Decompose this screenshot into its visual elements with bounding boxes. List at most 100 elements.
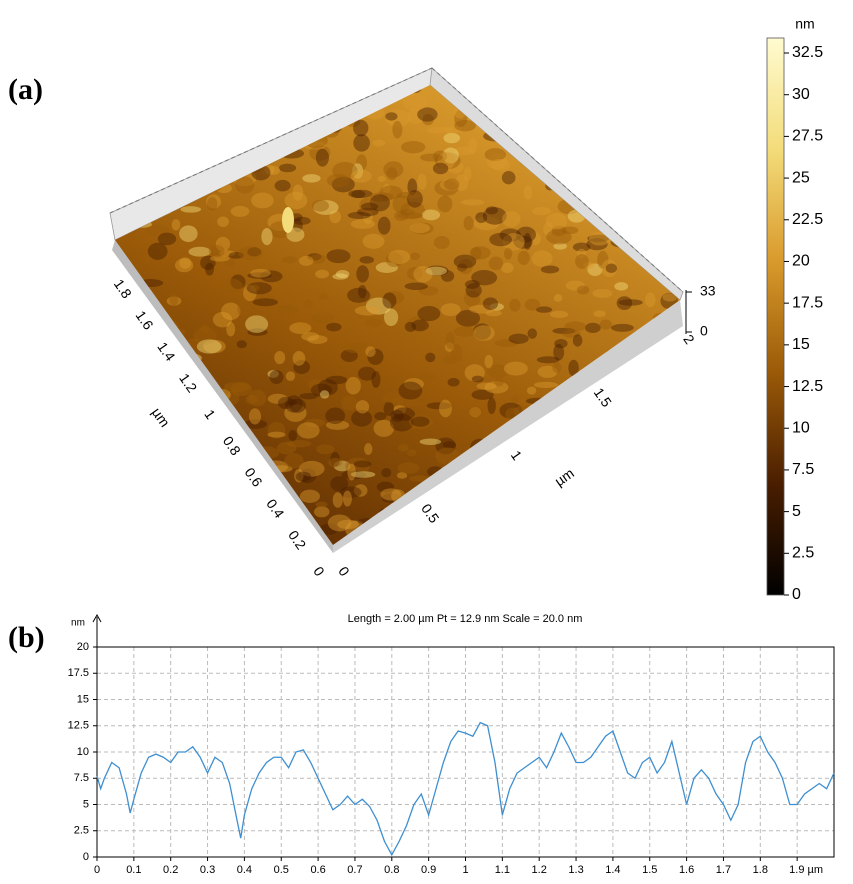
- grain: [206, 528, 231, 540]
- grain: [208, 244, 225, 258]
- grain: [482, 297, 499, 310]
- grain: [383, 308, 399, 327]
- y-tick-label: 5: [83, 798, 89, 810]
- grain: [463, 167, 472, 181]
- grain: [373, 419, 395, 437]
- grain: [133, 516, 158, 523]
- grain: [550, 146, 562, 163]
- grain: [388, 249, 411, 265]
- grain: [626, 232, 644, 245]
- grain: [553, 242, 567, 250]
- grain: [559, 90, 573, 99]
- grain: [473, 325, 495, 341]
- grain: [252, 298, 279, 307]
- grain: [383, 161, 404, 178]
- y-tick-label: 1.6: [133, 307, 157, 332]
- grain: [181, 459, 195, 468]
- x-tick-label: 1.2: [532, 864, 547, 876]
- grain: [365, 297, 392, 315]
- grain: [286, 439, 312, 448]
- grain: [263, 529, 288, 542]
- grain: [531, 103, 550, 117]
- x-tick-label: 1.4: [605, 864, 620, 876]
- colorbar-tick-label: 12.5: [792, 378, 823, 395]
- grain: [221, 302, 241, 321]
- grain: [141, 85, 153, 90]
- grain: [140, 451, 158, 465]
- grain: [618, 299, 643, 306]
- grain: [468, 137, 478, 154]
- grain: [326, 249, 351, 264]
- grain: [152, 125, 169, 142]
- grain: [669, 439, 680, 457]
- grain: [129, 472, 149, 487]
- grain: [243, 284, 257, 302]
- grain: [123, 111, 149, 130]
- grain: [422, 113, 434, 126]
- grain: [372, 526, 389, 537]
- grain: [422, 209, 441, 221]
- grain: [458, 259, 473, 275]
- grain: [310, 92, 332, 106]
- grain: [342, 490, 352, 507]
- grain: [381, 520, 400, 537]
- grain: [115, 321, 120, 329]
- x-tick-label: 1: [462, 864, 468, 876]
- grain: [480, 459, 492, 471]
- grain: [676, 161, 680, 175]
- z-tick-label: 33: [700, 283, 716, 299]
- grain: [509, 298, 521, 312]
- grain: [385, 109, 411, 127]
- grain: [663, 465, 674, 475]
- grain: [133, 483, 154, 498]
- grain: [609, 139, 630, 146]
- grain: [226, 322, 236, 337]
- grain: [246, 282, 272, 295]
- grain: [174, 501, 199, 510]
- grain: [444, 342, 455, 352]
- grain: [614, 166, 627, 184]
- grain: [427, 126, 453, 134]
- grain: [220, 414, 235, 432]
- grain: [644, 177, 662, 187]
- x-tick-label: 0.6: [310, 864, 325, 876]
- grain: [127, 521, 143, 530]
- grain: [425, 352, 436, 363]
- grain: [160, 391, 182, 403]
- colorbar-tick-label: 0: [792, 586, 801, 603]
- grain: [569, 116, 592, 134]
- grain: [666, 445, 680, 455]
- colorbar-tick-label: 27.5: [792, 128, 823, 145]
- grain: [522, 482, 535, 489]
- colorbar-tick-label: 25: [792, 169, 810, 186]
- grain: [289, 398, 306, 413]
- grain: [614, 143, 629, 158]
- grain: [352, 163, 364, 179]
- grain: [534, 140, 548, 147]
- grain: [123, 485, 141, 496]
- grain: [261, 228, 273, 246]
- grain: [206, 252, 222, 266]
- surface: [115, 85, 680, 545]
- grain: [316, 85, 326, 93]
- grain: [224, 255, 236, 268]
- z-tick-label: 0: [700, 323, 708, 339]
- grain: [196, 339, 222, 354]
- grain: [426, 402, 452, 410]
- grain: [583, 125, 608, 133]
- grain: [570, 167, 591, 184]
- grain: [460, 199, 485, 206]
- grain: [325, 420, 350, 430]
- grain: [140, 382, 160, 398]
- grain: [252, 125, 268, 141]
- grain: [215, 236, 231, 252]
- grain: [207, 523, 226, 531]
- grain: [420, 153, 443, 162]
- panel-label: (a): [8, 73, 43, 106]
- grain: [115, 366, 126, 382]
- grain: [350, 169, 372, 183]
- grain: [128, 85, 141, 95]
- grain: [420, 522, 443, 541]
- grain: [407, 178, 418, 196]
- grain: [591, 198, 617, 215]
